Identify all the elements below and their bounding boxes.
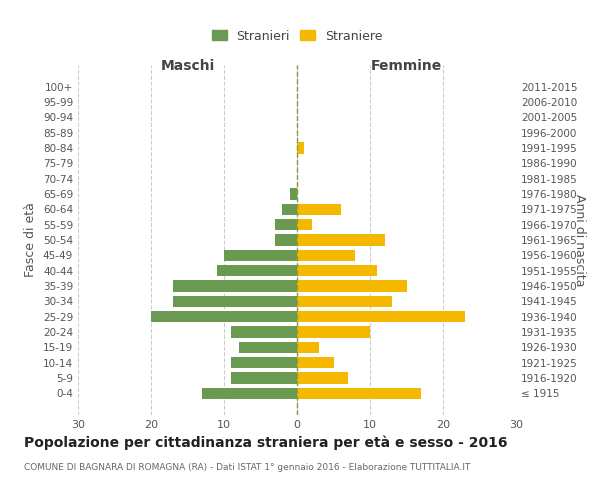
Text: Popolazione per cittadinanza straniera per età e sesso - 2016: Popolazione per cittadinanza straniera p… [24, 435, 508, 450]
Bar [202, 388, 297, 399]
Text: Femmine: Femmine [371, 59, 442, 73]
Bar [232, 326, 297, 338]
Bar [297, 342, 319, 353]
Bar [297, 265, 377, 276]
Bar [290, 188, 297, 200]
Bar [217, 265, 297, 276]
Bar [232, 357, 297, 368]
Text: COMUNE DI BAGNARA DI ROMAGNA (RA) - Dati ISTAT 1° gennaio 2016 - Elaborazione TU: COMUNE DI BAGNARA DI ROMAGNA (RA) - Dati… [24, 462, 470, 471]
Bar [224, 250, 297, 261]
Bar [173, 280, 297, 292]
Bar [239, 342, 297, 353]
Bar [297, 280, 407, 292]
Bar [297, 142, 304, 154]
Bar [297, 250, 355, 261]
Bar [232, 372, 297, 384]
Bar [297, 388, 421, 399]
Bar [275, 219, 297, 230]
Bar [297, 357, 334, 368]
Bar [275, 234, 297, 246]
Bar [297, 234, 385, 246]
Bar [297, 204, 341, 215]
Text: Maschi: Maschi [160, 59, 215, 73]
Bar [297, 296, 392, 307]
Bar [151, 311, 297, 322]
Bar [173, 296, 297, 307]
Y-axis label: Anni di nascita: Anni di nascita [573, 194, 586, 286]
Legend: Stranieri, Straniere: Stranieri, Straniere [208, 26, 386, 46]
Bar [283, 204, 297, 215]
Y-axis label: Fasce di età: Fasce di età [25, 202, 37, 278]
Bar [297, 219, 311, 230]
Bar [297, 372, 348, 384]
Bar [297, 326, 370, 338]
Bar [297, 311, 465, 322]
